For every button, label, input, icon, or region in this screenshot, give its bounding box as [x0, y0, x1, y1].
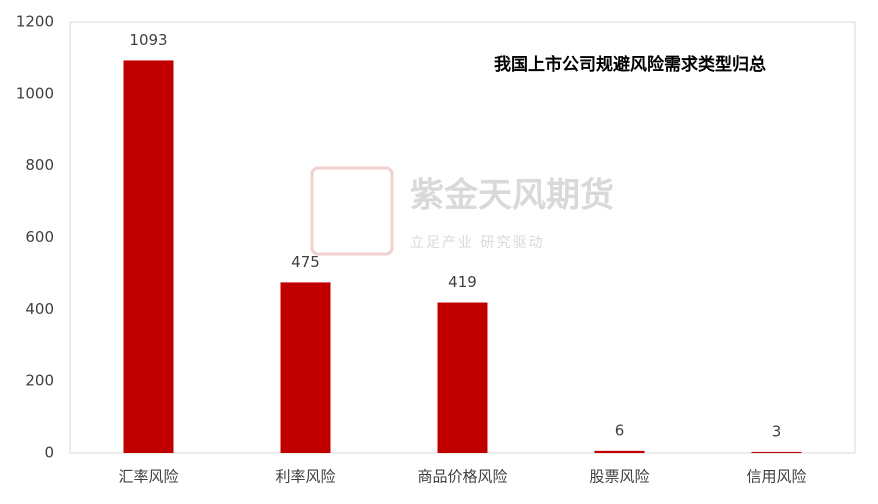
value-label: 419 [448, 273, 477, 291]
x-tick-label: 商品价格风险 [417, 468, 507, 486]
watermark-name: 紫金天风期货 [410, 176, 614, 216]
value-label: 3 [772, 422, 782, 440]
y-tick-label: 0 [44, 444, 54, 462]
watermark-stamp [310, 166, 394, 256]
bar [280, 282, 331, 453]
y-tick-label: 600 [25, 228, 54, 246]
bar [123, 60, 174, 453]
x-tick-label: 汇率风险 [118, 468, 178, 486]
y-tick-label: 200 [25, 372, 54, 390]
value-label: 6 [615, 421, 625, 439]
bar [437, 302, 488, 453]
value-label: 475 [291, 253, 320, 271]
x-tick-label: 利率风险 [275, 468, 335, 486]
y-tick-label: 1200 [16, 13, 54, 31]
y-tick-label: 800 [25, 156, 54, 174]
value-label: 1093 [129, 31, 167, 49]
y-tick-label: 400 [25, 300, 54, 318]
bar [594, 450, 645, 453]
bar [751, 451, 802, 453]
y-tick-label: 1000 [16, 84, 54, 102]
chart-title: 我国上市公司规避风险需求类型归总 [494, 54, 766, 75]
x-tick-label: 信用风险 [746, 468, 806, 486]
x-tick-label: 股票风险 [589, 468, 649, 486]
watermark-slogan: 立足产业 研究驱动 [410, 235, 544, 251]
